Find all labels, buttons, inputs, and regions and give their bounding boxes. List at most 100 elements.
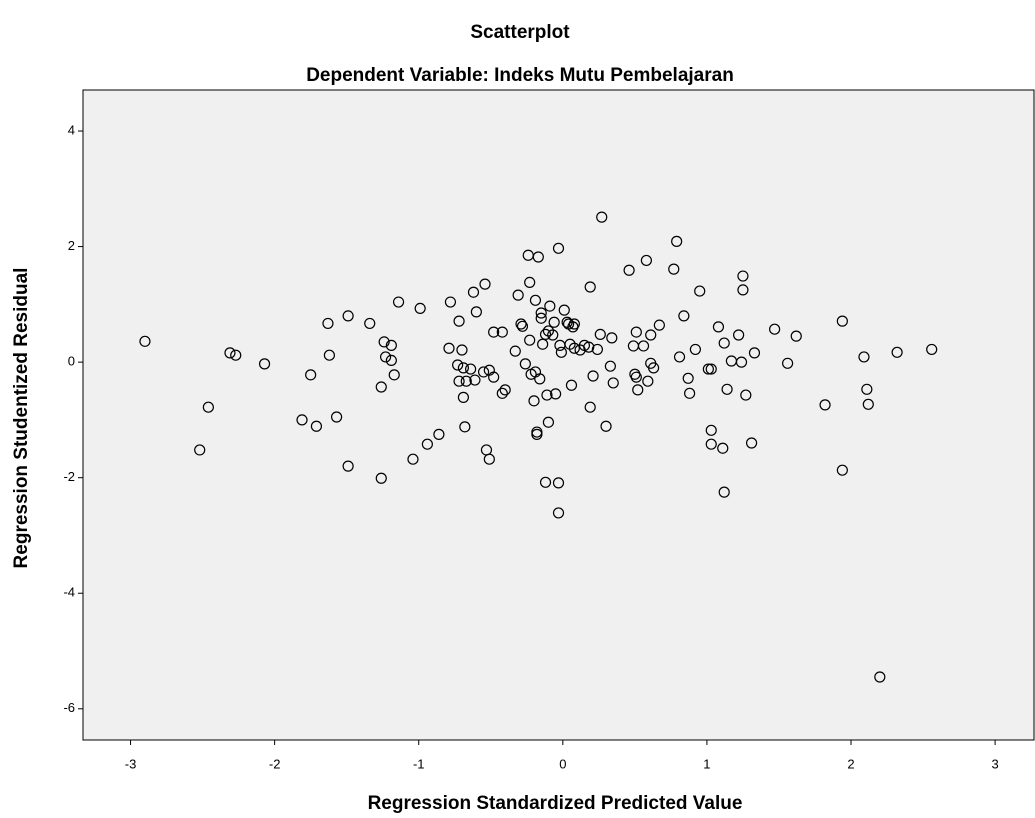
x-tick-label: -3	[125, 756, 137, 771]
point	[705, 424, 717, 436]
point	[682, 372, 694, 384]
point	[607, 377, 619, 389]
point	[496, 387, 508, 399]
x-tick-label: -2	[269, 756, 281, 771]
point	[565, 379, 578, 391]
point	[547, 329, 559, 341]
point	[375, 472, 387, 484]
point	[224, 347, 236, 359]
point	[583, 341, 595, 353]
point	[717, 442, 729, 454]
point	[689, 343, 701, 356]
point	[642, 375, 654, 387]
point	[342, 310, 354, 322]
point	[712, 321, 725, 333]
point	[421, 438, 433, 450]
point	[705, 438, 717, 450]
point	[647, 362, 660, 374]
point	[470, 306, 482, 318]
point	[858, 351, 870, 363]
point	[477, 366, 490, 378]
point	[531, 426, 543, 438]
point	[836, 464, 848, 476]
x-tick-label: 3	[991, 756, 998, 771]
point	[509, 345, 521, 357]
point	[467, 286, 480, 298]
point	[673, 351, 686, 363]
point	[721, 383, 733, 395]
point	[456, 344, 468, 356]
point	[392, 296, 405, 308]
point	[516, 320, 529, 332]
point	[496, 326, 508, 338]
point	[452, 359, 464, 371]
point	[568, 318, 580, 330]
point	[407, 453, 419, 465]
point	[535, 312, 547, 324]
point	[230, 349, 242, 361]
point	[862, 398, 874, 410]
point	[539, 328, 552, 340]
point	[512, 289, 524, 301]
point	[606, 332, 618, 344]
point	[433, 428, 445, 440]
point	[596, 211, 608, 223]
point	[552, 507, 565, 519]
point	[836, 315, 848, 327]
plot-area	[82, 89, 1035, 741]
point	[555, 346, 567, 358]
point	[202, 401, 214, 413]
point	[524, 276, 536, 288]
point	[623, 264, 635, 276]
point	[532, 251, 544, 263]
x-tick-label: 0	[559, 756, 566, 771]
point	[745, 437, 758, 449]
point	[385, 339, 397, 351]
point	[694, 285, 706, 297]
point	[488, 326, 500, 338]
point	[296, 414, 308, 426]
point	[668, 263, 680, 275]
point	[653, 319, 665, 331]
point	[740, 389, 752, 401]
x-tick-label: 1	[703, 756, 710, 771]
point	[600, 420, 612, 432]
point	[535, 307, 547, 319]
point	[604, 360, 616, 372]
y-tick-label: 0	[68, 354, 75, 369]
point	[640, 254, 652, 267]
point	[364, 317, 376, 330]
point	[558, 304, 570, 316]
point	[444, 296, 457, 308]
point	[388, 369, 400, 381]
point	[594, 328, 606, 340]
point	[552, 242, 565, 254]
point	[453, 375, 465, 387]
y-tick-label: 4	[68, 122, 75, 137]
point	[748, 347, 761, 359]
point	[499, 384, 511, 396]
point	[529, 294, 542, 306]
point	[645, 329, 657, 341]
point	[537, 338, 549, 350]
point	[550, 388, 562, 400]
point	[671, 235, 683, 247]
point	[735, 356, 748, 368]
point	[139, 335, 151, 347]
point	[587, 370, 599, 382]
point	[678, 310, 690, 322]
point	[584, 401, 596, 413]
point	[519, 358, 531, 370]
point	[568, 342, 580, 354]
point	[480, 444, 493, 456]
point	[769, 323, 781, 335]
point	[891, 346, 903, 358]
point	[414, 302, 426, 314]
point	[453, 315, 465, 327]
y-tick-label: 2	[68, 238, 75, 253]
point	[375, 381, 387, 393]
point	[591, 343, 604, 356]
point	[542, 416, 555, 428]
point	[457, 362, 469, 374]
